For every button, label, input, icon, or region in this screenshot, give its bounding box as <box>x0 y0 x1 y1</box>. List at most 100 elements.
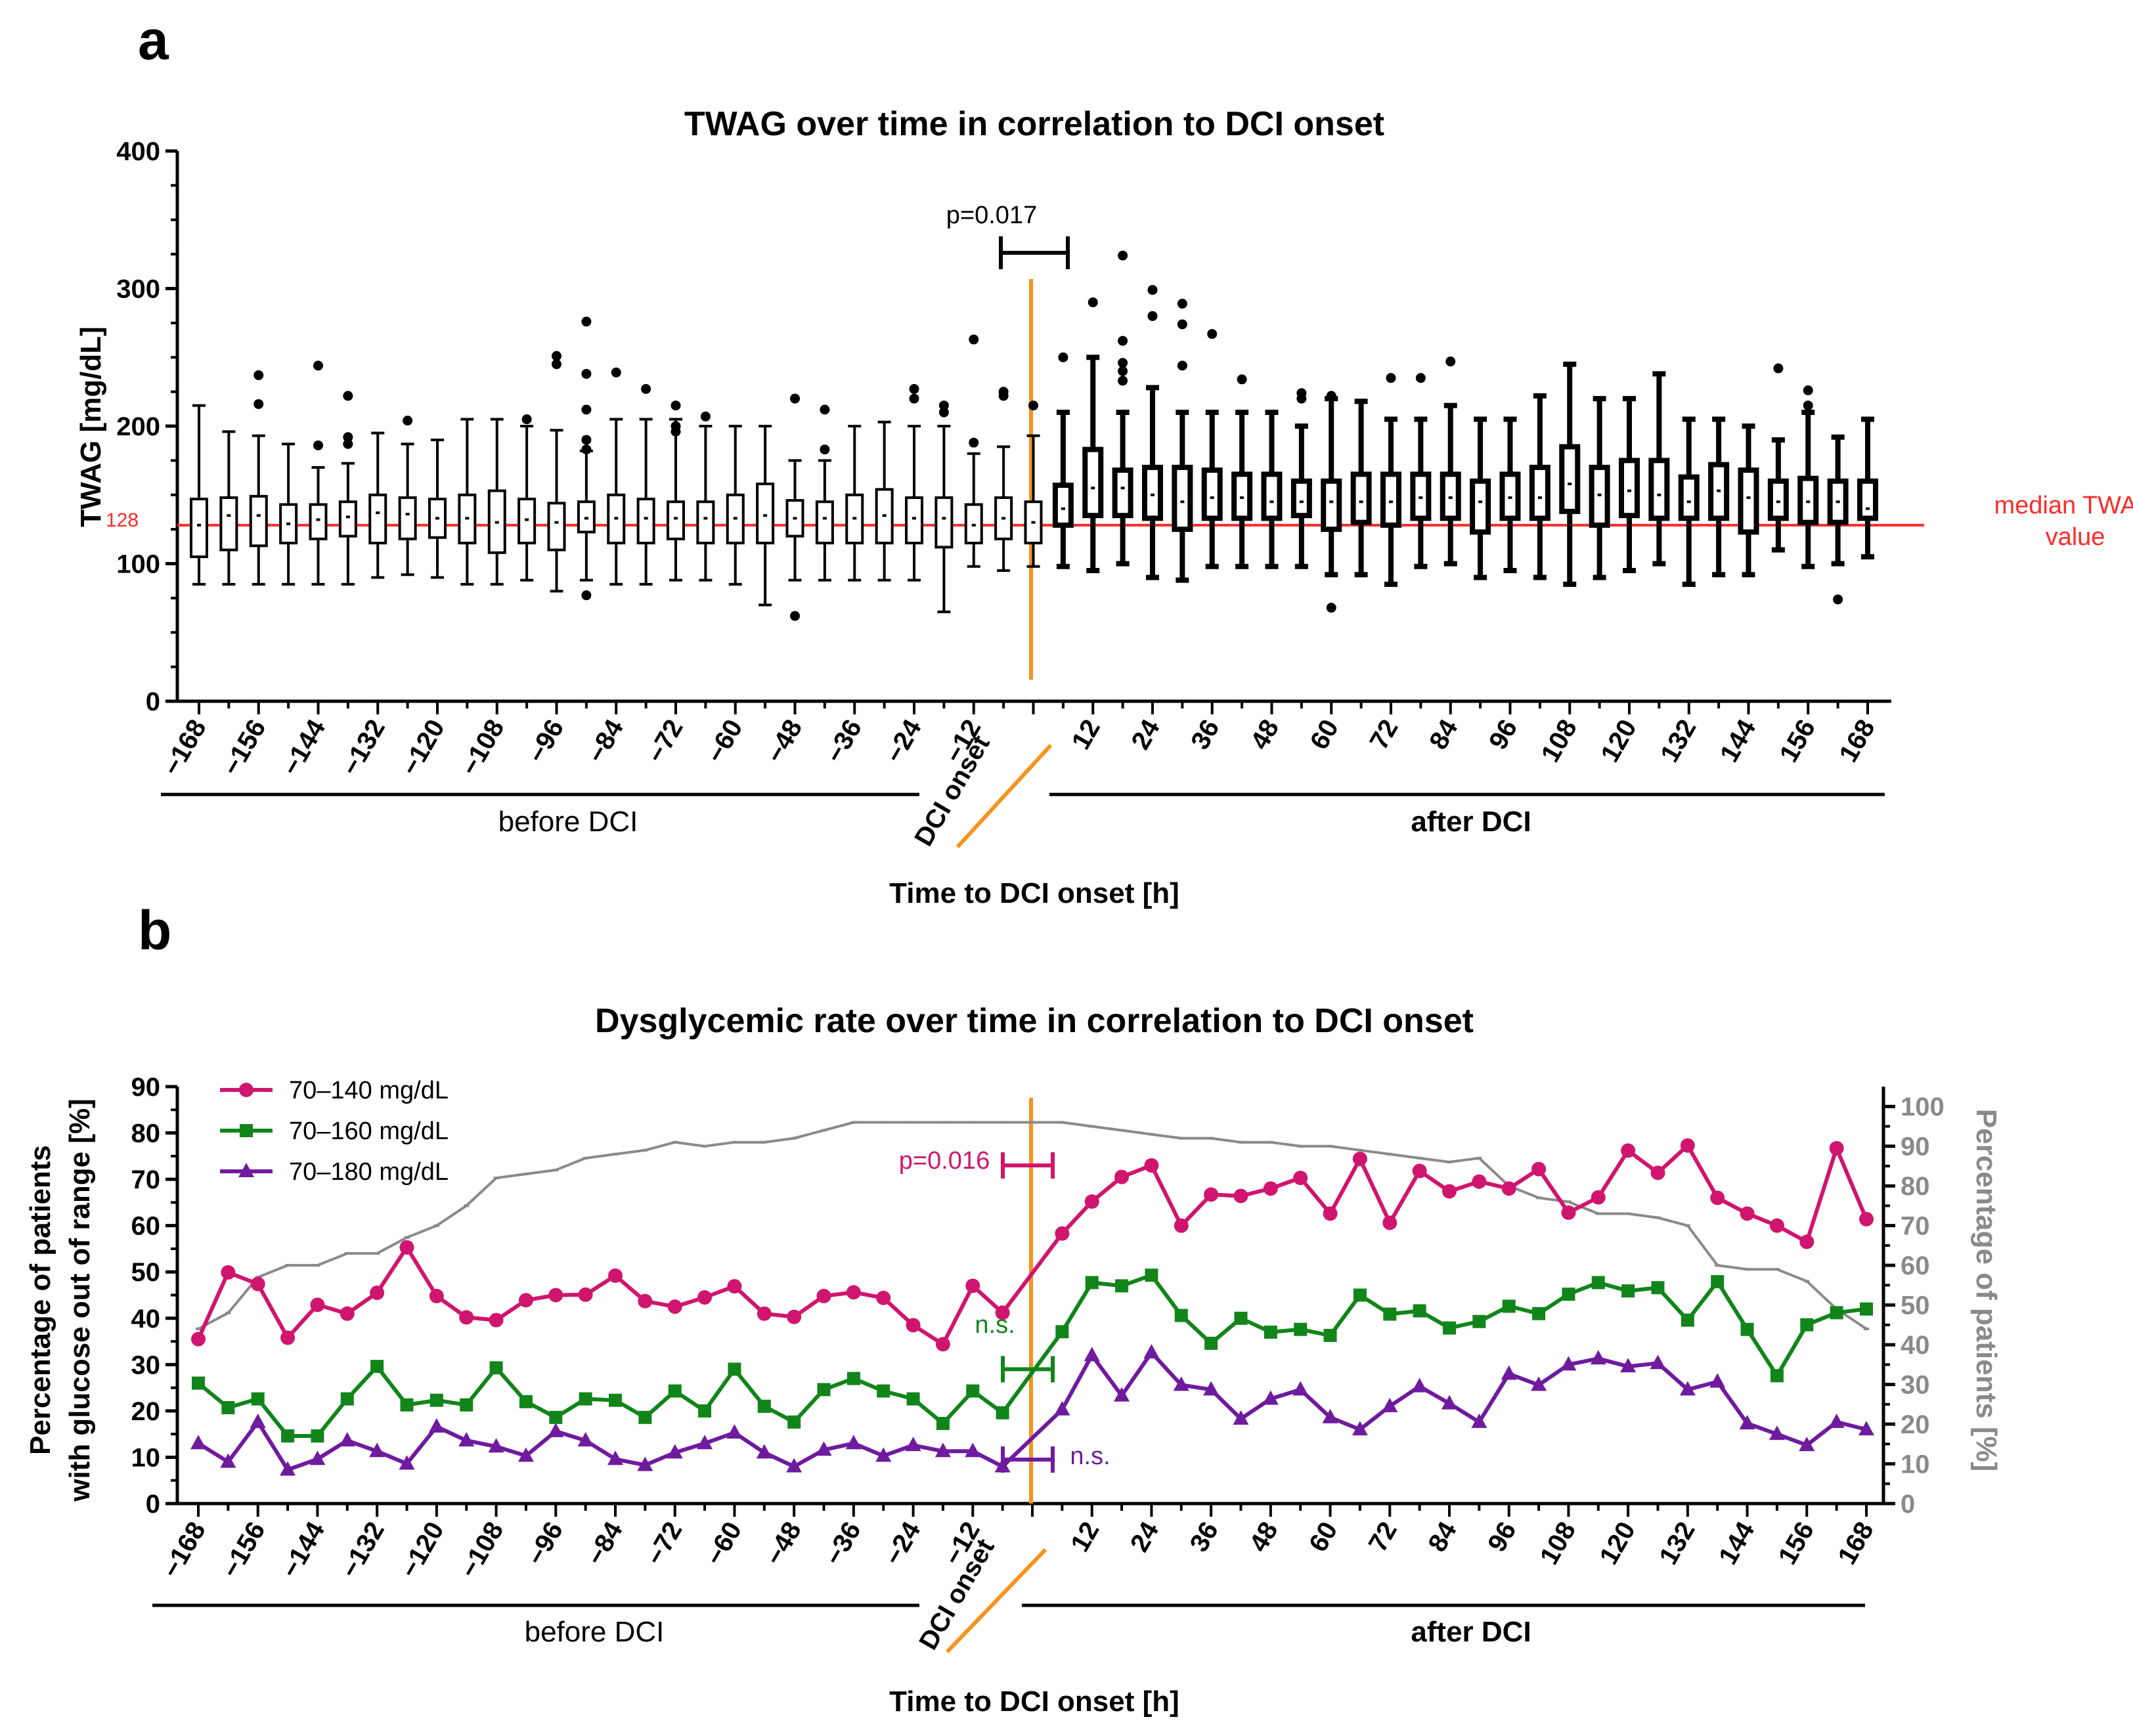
series-180-point <box>1084 1347 1100 1362</box>
series-140-point <box>1084 1194 1099 1209</box>
chart-a-dci-slash <box>956 743 1053 849</box>
series-160-point <box>429 1393 443 1407</box>
outlier-point <box>1118 366 1128 376</box>
series-160-point <box>757 1399 771 1413</box>
outlier-point <box>1118 336 1128 346</box>
legend-label: 70–160 mg/dL <box>289 1118 449 1145</box>
box-plot <box>1024 401 1043 568</box>
outlier-point <box>611 367 621 378</box>
series-160-point <box>847 1372 860 1385</box>
series-160-point <box>489 1361 503 1375</box>
series-140-point <box>191 1332 206 1347</box>
series-180-point <box>1143 1343 1160 1358</box>
box-plot <box>517 414 537 582</box>
chart-b-x-tick-label: 96 <box>1482 1517 1522 1557</box>
box-plot <box>1857 416 1878 560</box>
box-plot <box>964 334 983 568</box>
series-180-point <box>1828 1413 1845 1428</box>
box-iqr <box>309 503 328 540</box>
series-160-point <box>1532 1307 1546 1320</box>
outlier-point <box>343 432 353 443</box>
series-140-point <box>697 1290 713 1305</box>
chart-b-x-tick-label: 168 <box>1832 1517 1879 1570</box>
series-160-point <box>877 1384 891 1398</box>
box-plot <box>1082 297 1104 573</box>
chart-a-y-tick-label: 300 <box>116 275 160 304</box>
series-180-point <box>399 1455 415 1470</box>
outlier-point <box>1118 250 1128 261</box>
outlier-point <box>581 316 592 327</box>
outlier-point <box>1386 373 1396 383</box>
outlier-point <box>1118 376 1128 386</box>
chart-a-x-tick-label: −144 <box>276 714 332 781</box>
chart-b-x-tick-label: −120 <box>395 1517 449 1583</box>
box-iqr <box>487 489 506 554</box>
box-plot <box>935 401 954 613</box>
series-140-point <box>1055 1226 1070 1241</box>
box-iqr <box>1559 444 1581 514</box>
series-160-point <box>996 1406 1009 1420</box>
series-180-point <box>1739 1414 1755 1429</box>
series-160-point <box>1145 1269 1158 1282</box>
series-140-point <box>1621 1143 1636 1158</box>
chart-a-x-tick-label: 12 <box>1066 715 1106 755</box>
series-140-point <box>1501 1181 1516 1196</box>
chart-b-x-tick-label: −60 <box>700 1517 747 1571</box>
box-iqr <box>1231 471 1253 521</box>
series-160-point <box>281 1429 295 1443</box>
chart-b-y-tick-label: 30 <box>131 1351 161 1379</box>
box-iqr <box>756 482 775 545</box>
chart-a-x-tick-label: 84 <box>1424 714 1464 754</box>
series-160-bridge <box>1001 1330 1064 1414</box>
series-180-point <box>994 1458 1011 1473</box>
series-140-point <box>399 1240 414 1255</box>
series-160-point <box>1323 1328 1337 1342</box>
series-140-point <box>638 1293 653 1309</box>
chart-b-y-right-tick-label: 100 <box>1901 1093 1945 1121</box>
series-180-point <box>1233 1410 1249 1425</box>
series-180-point <box>1173 1376 1189 1391</box>
chart-b-y-right-tick-label: 50 <box>1901 1291 1930 1320</box>
chart-a-x-tick-label: 36 <box>1185 715 1225 755</box>
series-180-point <box>845 1435 862 1450</box>
series-160-point <box>1174 1309 1188 1322</box>
series-140-point <box>1859 1211 1874 1226</box>
series-140-point <box>1233 1188 1248 1204</box>
series-140-point <box>876 1290 891 1305</box>
outlier-point <box>253 370 264 380</box>
series-180-point <box>786 1458 803 1473</box>
series-180-point <box>458 1432 475 1447</box>
series-140-point <box>1680 1138 1695 1153</box>
outlier-point <box>790 393 800 404</box>
series-160-point <box>340 1392 354 1406</box>
box-iqr <box>667 500 685 540</box>
series-160-point <box>1115 1279 1129 1293</box>
box-plot <box>1648 371 1670 567</box>
series-180-point <box>1799 1437 1815 1452</box>
chart-a-x-tick-label: −132 <box>336 715 391 781</box>
series-180-point <box>250 1413 266 1428</box>
series-160-point <box>1234 1311 1248 1325</box>
box-iqr <box>1321 478 1342 532</box>
box-plot <box>1231 374 1253 569</box>
chart-a-x-tick-label: −108 <box>455 715 510 781</box>
series-140-point <box>757 1306 772 1321</box>
series-160-point <box>698 1404 712 1418</box>
chart-b-x-tick-label: 72 <box>1363 1517 1403 1557</box>
outlier-point <box>998 391 1009 401</box>
series-140-point <box>1382 1215 1397 1230</box>
series-160-point <box>1443 1321 1456 1335</box>
series-180-point <box>1560 1356 1577 1371</box>
chart-b-after-label: after DCI <box>1411 1616 1531 1648</box>
box-plot <box>1410 373 1432 569</box>
chart-b-y-right-tick-label: 30 <box>1901 1371 1930 1400</box>
box-iqr <box>190 498 208 559</box>
chart-a-x-tick-label: 108 <box>1536 715 1583 768</box>
box-iqr <box>696 500 715 545</box>
box-iqr <box>935 496 954 549</box>
box-plot <box>1052 352 1074 569</box>
chart-a-x-tick-label: −72 <box>642 715 689 768</box>
legend-marker <box>239 1083 253 1097</box>
outlier-point <box>790 611 800 621</box>
